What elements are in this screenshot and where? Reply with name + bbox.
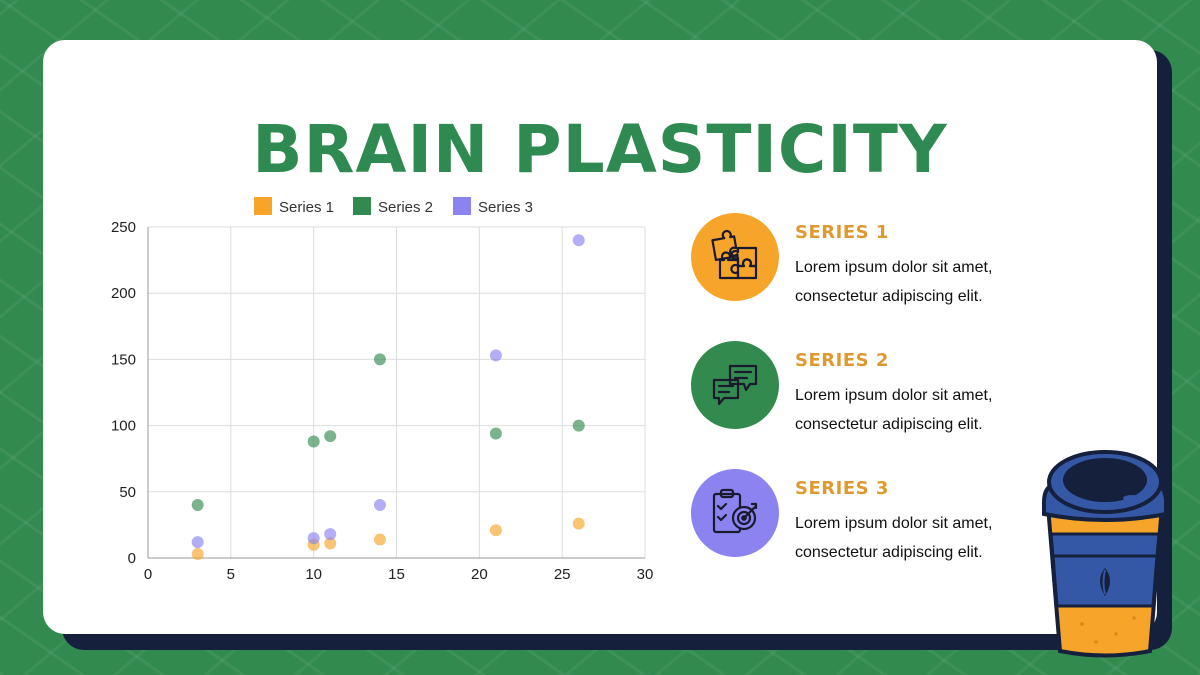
x-tick-label: 0: [144, 566, 152, 583]
data-point-series-3: [191, 536, 204, 549]
series-3-description: Lorem ipsum dolor sit amet, consectetur …: [795, 515, 993, 561]
series-3-title: SERIES 3: [795, 478, 889, 499]
legend-label-series-1: Series 1: [279, 199, 334, 216]
coffee-cup-icon: [1042, 450, 1168, 658]
x-tick-label: 5: [227, 566, 235, 583]
series-2-description: Lorem ipsum dolor sit amet, consectetur …: [795, 387, 993, 433]
y-tick-label: 50: [119, 484, 136, 501]
scatter-chart: 0 5 10 15 20 25 30 0 50 100 150 200 250 Series 1 Serie…: [111, 197, 654, 583]
data-point-series-3: [324, 528, 337, 541]
data-point-series-1: [373, 533, 386, 546]
data-point-series-3: [489, 349, 502, 362]
data-point-series-1: [324, 537, 337, 550]
series-item-3: SERIES 3 Lorem ipsum dolor sit amet, con…: [690, 468, 1070, 561]
series-1-description: Lorem ipsum dolor sit amet, consectetur …: [795, 259, 993, 305]
series-3-icon-circle: [691, 469, 779, 557]
series-2-title: SERIES 2: [795, 350, 889, 371]
legend-swatch-series-3: [453, 197, 471, 215]
x-tick-label: 10: [305, 566, 322, 583]
x-tick-label: 20: [471, 566, 488, 583]
y-tick-label: 200: [111, 285, 136, 302]
y-tick-label: 150: [111, 351, 136, 368]
y-tick-label: 0: [128, 550, 136, 567]
x-tick-label: 15: [388, 566, 405, 583]
legend-label-series-2: Series 2: [378, 199, 433, 216]
target-clipboard-icon: [712, 488, 758, 534]
chat-bubbles-icon: [712, 364, 758, 406]
data-point-series-2: [307, 435, 320, 448]
legend-swatch-series-2: [353, 197, 371, 215]
x-tick-label: 30: [637, 566, 654, 583]
data-point-series-3: [572, 234, 585, 247]
legend-label-series-3: Series 3: [478, 199, 533, 216]
content-card: [43, 40, 1157, 634]
data-point-series-2: [572, 419, 585, 432]
legend-swatch-series-1: [254, 197, 272, 215]
x-tick-label: 25: [554, 566, 571, 583]
series-item-2: SERIES 2 Lorem ipsum dolor sit amet, con…: [690, 340, 1070, 433]
data-point-series-3: [307, 532, 320, 545]
data-point-series-1: [191, 548, 204, 561]
data-point-series-2: [373, 353, 386, 366]
y-tick-label: 100: [111, 418, 136, 435]
series-1-title: SERIES 1: [795, 222, 889, 243]
data-point-series-2: [489, 427, 502, 440]
series-1-icon-circle: [691, 213, 779, 301]
series-item-1: SERIES 1 Lorem ipsum dolor sit amet, con…: [690, 212, 1070, 305]
data-point-series-1: [572, 517, 585, 530]
page-title: BRAIN PLASTICITY: [252, 111, 948, 189]
data-point-series-1: [489, 524, 502, 537]
y-tick-label: 250: [111, 219, 136, 236]
puzzle-icon: [711, 229, 758, 280]
data-point-series-2: [324, 430, 337, 443]
series-2-icon-circle: [691, 341, 779, 429]
data-point-series-3: [373, 499, 386, 512]
data-point-series-2: [191, 499, 204, 512]
